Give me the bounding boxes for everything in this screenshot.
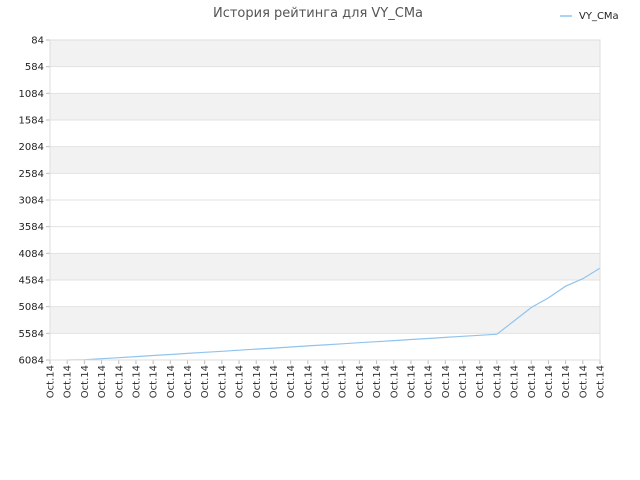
y-tick-label: 4084 [19,249,44,260]
plot-bands [50,40,600,334]
x-tick-label: Oct.14 [149,365,160,398]
x-axis-ticks: Oct.14 Oct.14 Oct.14 Oct.14 Oct.14 Oct.14 Oct.… [46,360,607,398]
x-tick-label: Oct.14 [252,365,263,398]
plot-band [50,146,600,174]
x-tick-label: Oct.14 [458,365,469,398]
x-tick-label: Oct.14 [286,365,297,398]
x-tick-label: Oct.14 [183,365,194,398]
y-tick-label: 84 [31,36,44,47]
y-tick-label: 2584 [19,169,44,180]
plot-border [49,39,601,361]
x-tick-label: Oct.14 [355,365,366,398]
legend-label-vy-cma: VY_CMa [579,11,619,22]
plot-band [50,93,600,120]
x-tick-label: Oct.14 [441,365,452,398]
legend: VY_CMa [560,11,619,22]
x-tick-label: Oct.14 [475,365,486,398]
x-tick-label: Oct.14 [235,365,246,398]
x-tick-label: Oct.14 [510,365,521,398]
x-tick-label: Oct.14 [200,365,211,398]
y-tick-label: 5584 [19,329,44,340]
y-tick-label: 5084 [19,302,44,313]
x-tick-label: Oct.14 [63,365,74,398]
x-tick-label: Oct.14 [80,365,91,398]
series-layer [67,267,601,361]
x-tick-label: Oct.14 [166,365,177,398]
x-tick-label: Oct.14 [97,365,108,398]
x-tick-label: Oct.14 [372,365,383,398]
x-tick-label: Oct.14 [217,365,228,398]
x-tick-label: Oct.14 [131,365,142,398]
x-tick-label: Oct.14 [424,365,435,398]
series-line-vy-cma [67,267,601,361]
x-tick-label: Oct.14 [596,365,607,398]
x-tick-label: Oct.14 [114,365,125,398]
x-tick-label: Oct.14 [269,365,280,398]
x-tick-label: Oct.14 [389,365,400,398]
x-tick-label: Oct.14 [492,365,503,398]
chart-title: История рейтинга для VY_CMa [213,6,423,21]
y-tick-label: 3584 [19,222,44,233]
y-tick-label: 6084 [19,356,44,367]
y-axis-ticks: 84 584 1084 1584 2084 2584 3084 3584 4084 4584 508… [19,36,50,367]
x-tick-label: Oct.14 [338,365,349,398]
y-tick-label: 1584 [19,116,44,127]
x-tick-label: Oct.14 [46,365,57,398]
x-tick-label: Oct.14 [578,365,589,398]
y-tick-label: 2084 [19,142,44,153]
y-tick-label: 3084 [19,196,44,207]
x-tick-label: Oct.14 [527,365,538,398]
plot-band [50,40,600,67]
y-tick-label: 1084 [19,89,44,100]
y-tick-label: 4584 [19,276,44,287]
x-tick-label: Oct.14 [406,365,417,398]
x-tick-label: Oct.14 [303,365,314,398]
x-tick-label: Oct.14 [561,365,572,398]
y-tick-label: 584 [25,62,44,73]
plot-band [50,253,600,280]
plot-band [50,306,600,334]
x-tick-label: Oct.14 [321,365,332,398]
x-tick-label: Oct.14 [544,365,555,398]
